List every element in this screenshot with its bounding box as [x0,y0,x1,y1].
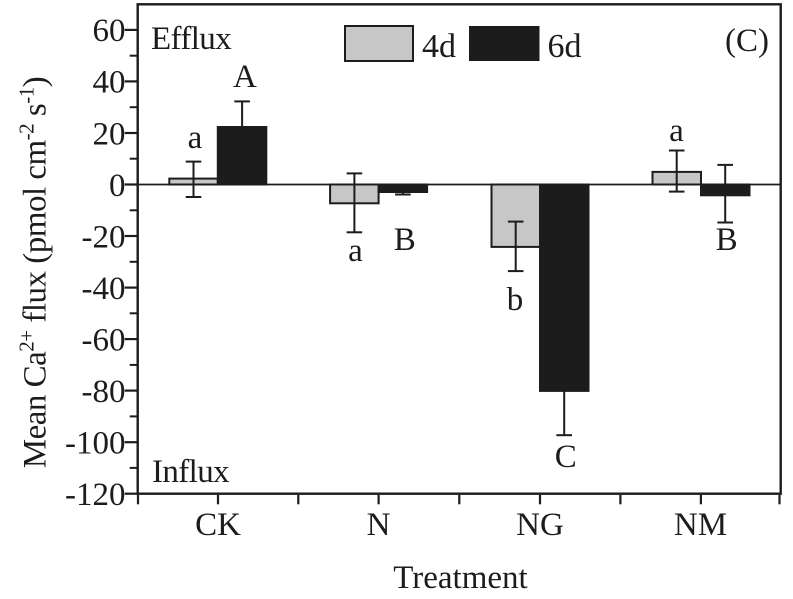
svg-text:b: b [507,282,524,318]
svg-text:C: C [555,439,577,475]
svg-text:6d: 6d [548,28,582,65]
svg-text:CK: CK [195,507,241,543]
svg-text:N: N [367,507,391,543]
svg-text:-60: -60 [82,322,126,358]
svg-text:Efflux: Efflux [151,21,232,57]
svg-text:-20: -20 [82,219,126,255]
svg-text:-40: -40 [82,271,126,307]
svg-text:A: A [233,59,257,95]
svg-text:(C): (C) [725,23,769,59]
svg-text:4d: 4d [422,28,456,65]
svg-text:a: a [188,120,203,156]
svg-text:B: B [394,222,416,258]
svg-text:20: 20 [93,116,126,152]
svg-text:NG: NG [516,507,564,543]
svg-text:NM: NM [674,507,727,543]
svg-text:Mean Ca2+ flux (pmol cm-2 s-1): Mean Ca2+ flux (pmol cm-2 s-1) [15,77,54,469]
svg-text:60: 60 [93,13,126,49]
svg-text:a: a [669,113,684,149]
svg-text:-120: -120 [65,477,126,513]
svg-text:0: 0 [109,168,126,204]
svg-text:Treatment: Treatment [393,560,527,596]
svg-text:-80: -80 [82,374,126,410]
svg-text:40: 40 [93,65,126,101]
svg-text:Influx: Influx [152,454,230,490]
svg-text:-100: -100 [65,426,126,462]
svg-text:B: B [716,222,738,258]
svg-text:a: a [348,233,363,269]
